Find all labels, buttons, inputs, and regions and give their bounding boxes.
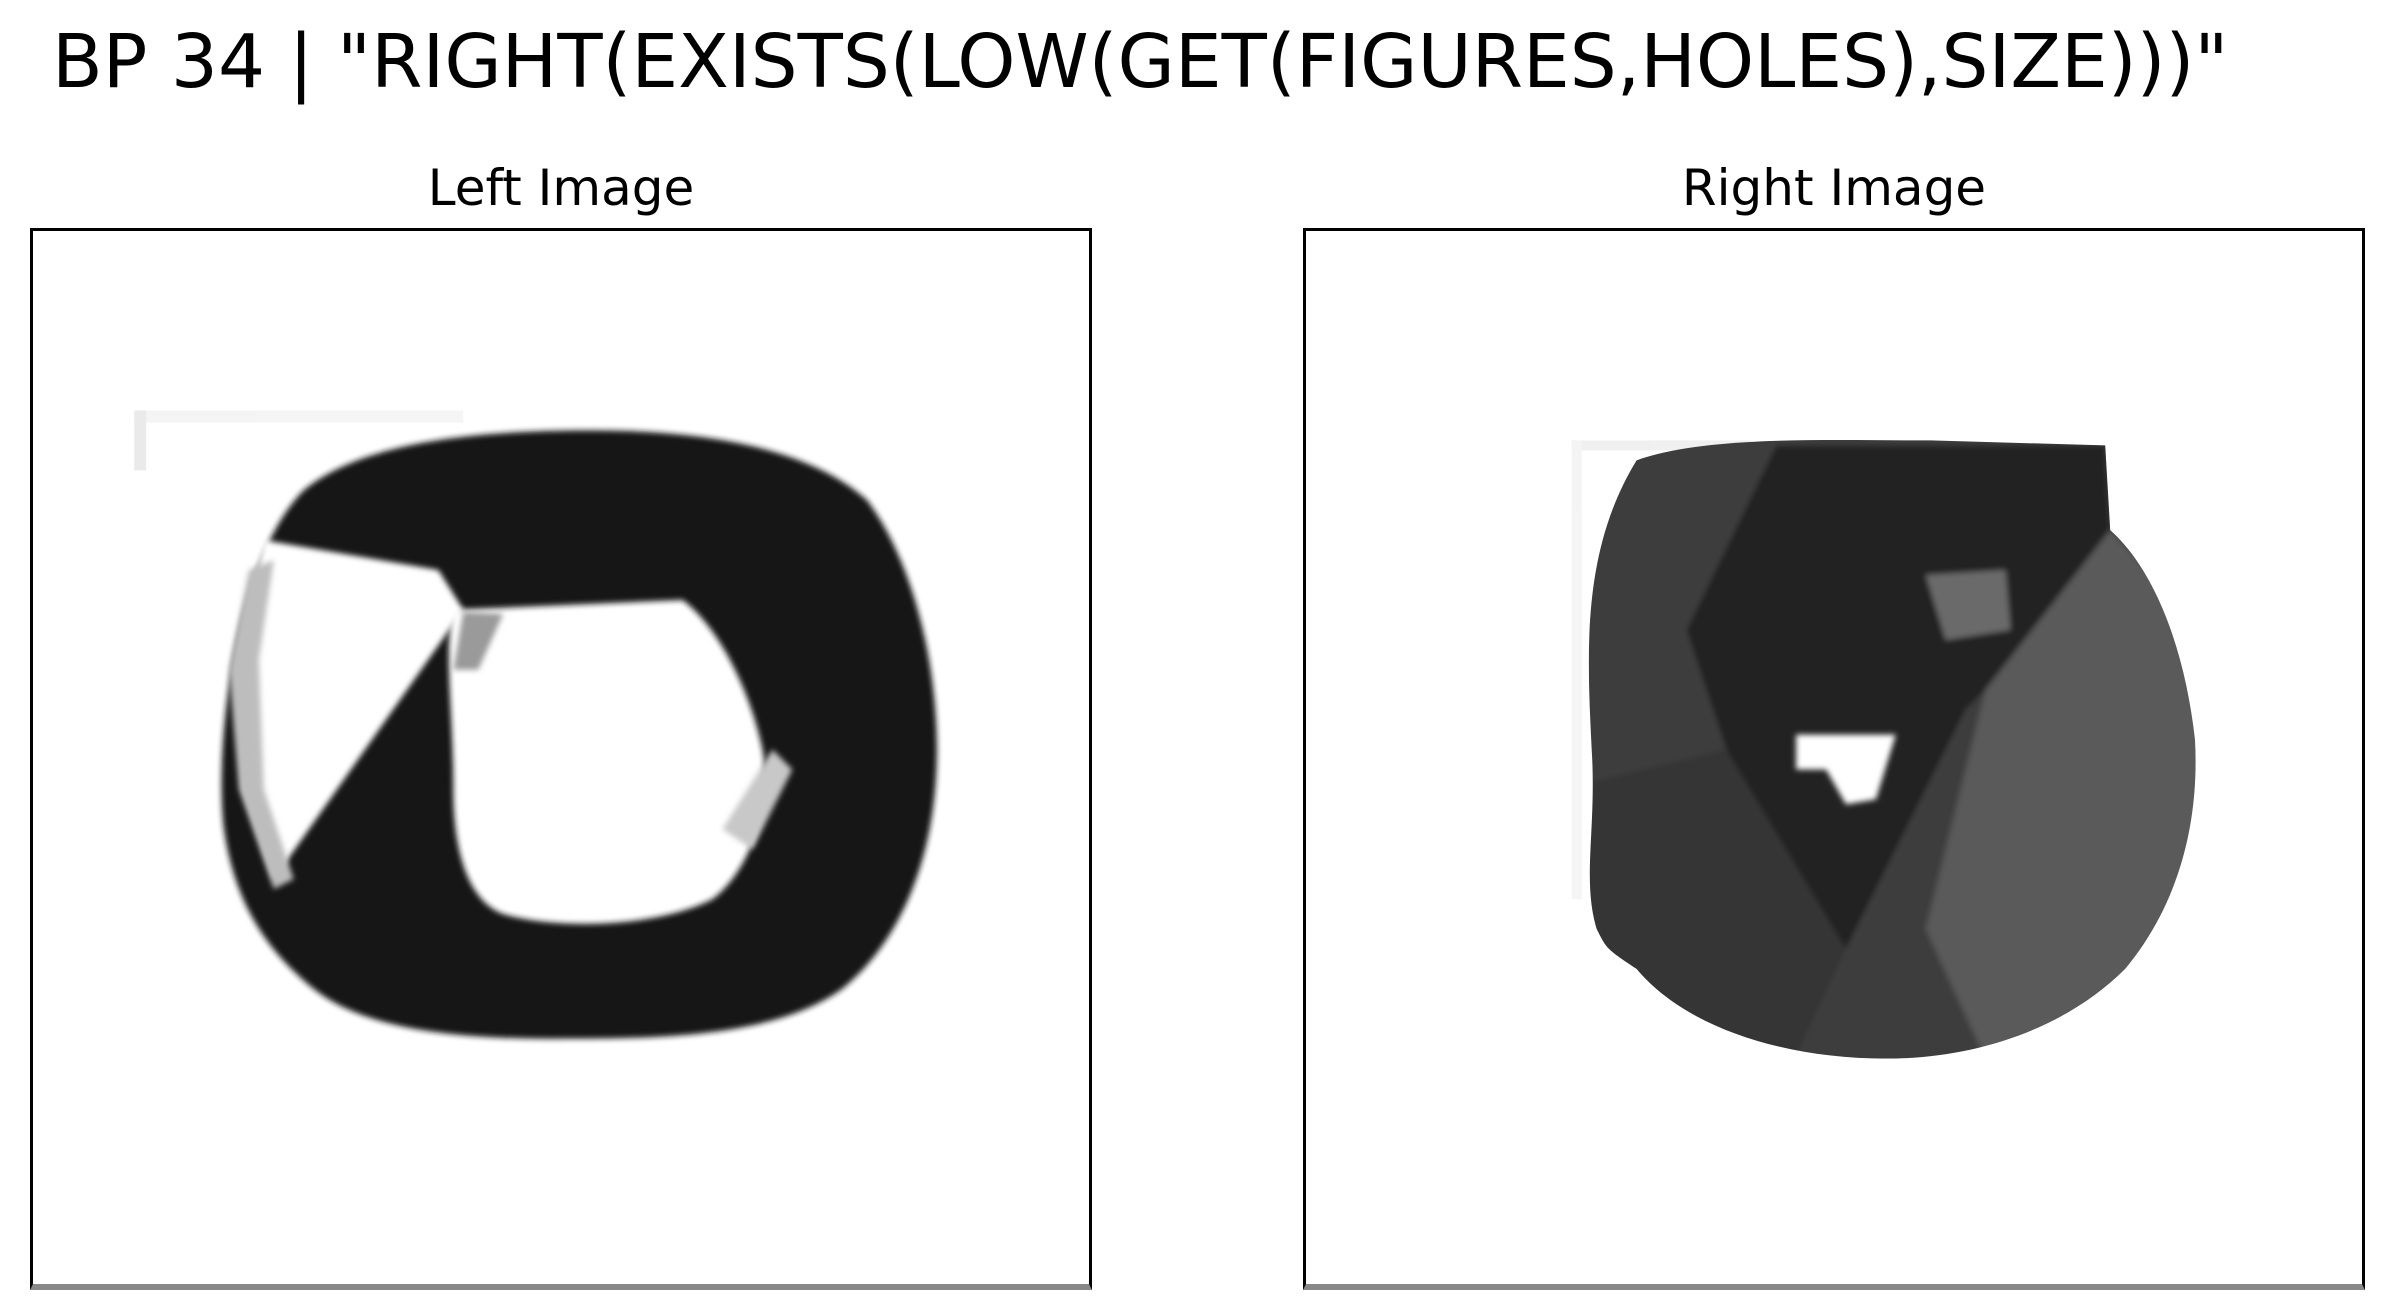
left-inner-tab <box>722 749 793 850</box>
left-image-graphic <box>134 410 937 1039</box>
left-white-slice <box>238 540 464 880</box>
left-image-panel <box>30 228 1092 1290</box>
right-light-facet <box>1925 530 2196 1059</box>
left-panel-title: Left Image <box>427 159 695 217</box>
right-image-panel <box>1303 228 2365 1290</box>
right-small-hole <box>1796 734 1896 805</box>
right-panel-title: Right Image <box>1681 159 1987 217</box>
figure-title: BP 34 | "RIGHT(EXISTS(LOW(GET(FIGURES,HO… <box>52 19 2229 105</box>
right-image-graphic <box>1571 439 2196 1059</box>
left-gray-edge <box>228 560 294 890</box>
right-faceted-shape <box>1588 439 2196 1059</box>
left-faint-artifacts <box>134 410 464 471</box>
right-faint-artifacts <box>1571 440 1752 900</box>
left-inner-tab-top <box>453 611 504 670</box>
right-top-patch <box>1925 570 2011 640</box>
